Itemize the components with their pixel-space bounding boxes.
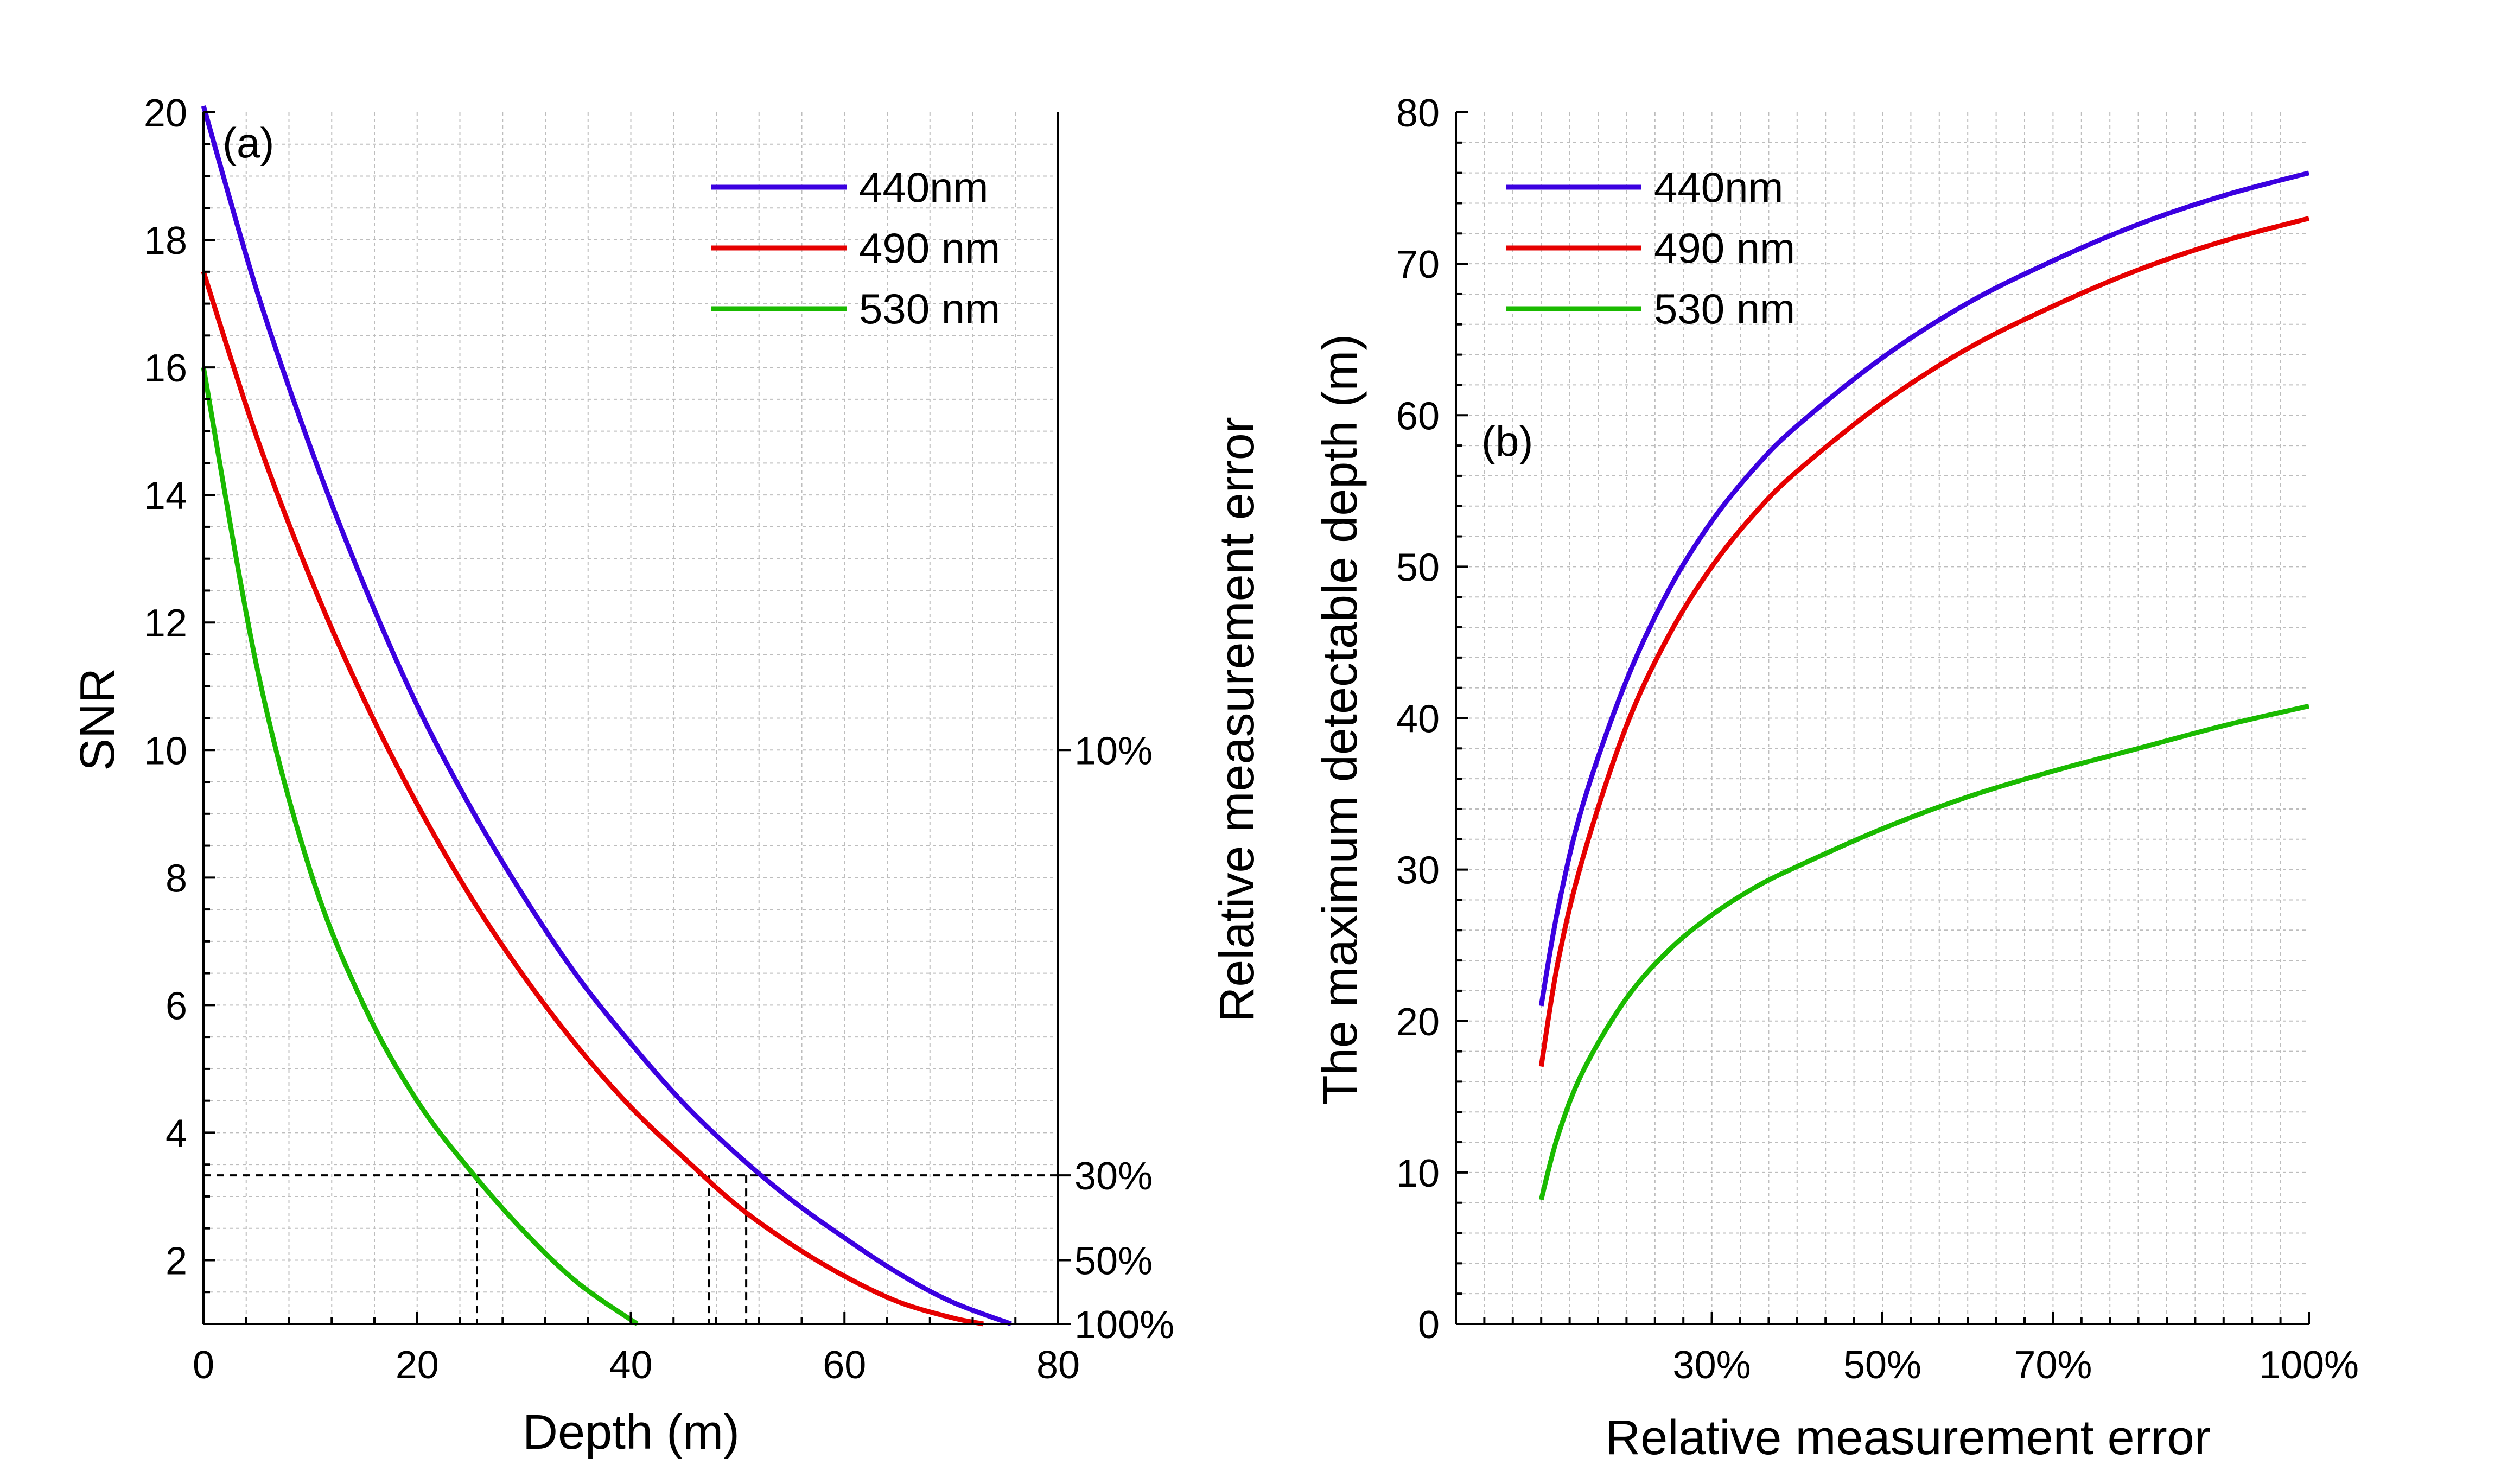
panel-a-x-tick-label: 80 — [1036, 1343, 1080, 1387]
panel-b-label: (b) — [1481, 417, 1533, 465]
panel-a-right-tick-label: 30% — [1074, 1155, 1153, 1198]
panel-b-series-line — [1538, 170, 2310, 1007]
panel-b-series-line — [1538, 703, 2310, 1201]
panel-b-series-line — [1538, 216, 2310, 1067]
panel-b-legend: 440nm 490 nm 530 nm — [1506, 163, 1795, 333]
panel-b-y-tick-label: 60 — [1396, 394, 1440, 438]
panel-a-series-line — [201, 105, 1012, 1327]
panel-b-y-tick-label: 70 — [1396, 243, 1440, 286]
panel-a-grid — [203, 112, 1058, 1324]
panel-b-x-tick-label: 70% — [2014, 1343, 2092, 1387]
panel-a-x-axis-label: Depth (m) — [523, 1405, 740, 1460]
panel-a-y-tick-label: 4 — [166, 1112, 187, 1155]
panel-a-chart: 2 4 6 8 10 12 14 16 18 20 0 20 40 60 80 10% 30% 50% 100% (… — [71, 92, 1264, 1460]
panel-a-y-axis-label: SNR — [71, 668, 125, 771]
panel-a-legend: 440nm 490 nm 530 nm — [711, 163, 1000, 333]
panel-a-x-tick-label: 0 — [193, 1343, 214, 1387]
panel-b-legend-label: 440nm — [1654, 163, 1784, 211]
panel-b-y-tick-label: 50 — [1396, 546, 1440, 589]
panel-a-x-tick-label: 20 — [396, 1343, 439, 1387]
panel-a-series-line — [201, 271, 984, 1327]
panel-a-y-tick-label: 2 — [166, 1239, 187, 1283]
panel-a-y-tick-label: 14 — [144, 474, 187, 518]
panel-b-x-axis-label: Relative measurement error — [1605, 1411, 2210, 1465]
panel-a-series — [201, 105, 1012, 1327]
panel-b-x-tick-label: 100% — [2259, 1343, 2359, 1387]
panel-a-series-line — [201, 367, 639, 1326]
panel-b-legend-label: 490 nm — [1654, 224, 1795, 272]
panel-a-x-tick-label: 40 — [609, 1343, 652, 1387]
panel-b-grid — [1456, 112, 2309, 1324]
panel-b-y-tick-label: 20 — [1396, 1001, 1440, 1044]
panel-a-right-tick-label: 100% — [1074, 1303, 1174, 1347]
panel-a-right-tick-label: 10% — [1074, 729, 1153, 773]
panel-b-y-tick-label: 30 — [1396, 849, 1440, 893]
panel-b-tick-labels: 0 10 20 30 40 50 60 70 80 30% 50% 70% 100% — [1396, 92, 2359, 1387]
panel-b-chart: 0 10 20 30 40 50 60 70 80 30% 50% 70% 100% (b) Relat… — [1313, 92, 2359, 1465]
panel-a-legend-label: 440nm — [859, 163, 989, 211]
panel-a-right-tick-label: 50% — [1074, 1239, 1153, 1283]
panel-a-label: (a) — [222, 119, 274, 167]
panel-a-right-axis-label: Relative measurement error — [1210, 417, 1264, 1022]
panel-a-legend-label: 490 nm — [859, 224, 1000, 272]
panel-a-tick-labels: 2 4 6 8 10 12 14 16 18 20 0 20 40 60 80 10% 30% 50% 100% — [144, 92, 1174, 1387]
panel-a-y-tick-label: 20 — [144, 92, 187, 135]
panel-a-y-tick-label: 18 — [144, 219, 187, 263]
panel-a-axes — [202, 111, 1071, 1325]
panel-a-x-tick-label: 60 — [823, 1343, 866, 1387]
panel-a-y-tick-label: 16 — [144, 347, 187, 390]
panel-b-legend-label: 530 nm — [1654, 285, 1795, 333]
panel-b-x-tick-label: 50% — [1843, 1343, 1921, 1387]
panel-b-axes — [1455, 111, 2310, 1325]
panel-b-y-tick-label: 10 — [1396, 1152, 1440, 1195]
panel-b-y-tick-label: 0 — [1418, 1303, 1440, 1347]
panel-b-y-tick-label: 40 — [1396, 698, 1440, 741]
panel-b-series — [1538, 170, 2310, 1201]
panel-a-legend-label: 530 nm — [859, 285, 1000, 333]
panel-a-reference-lines — [203, 1174, 1058, 1324]
panel-b-y-axis-label: The maximum detectable depth (m) — [1313, 334, 1367, 1105]
panel-b-y-tick-label: 80 — [1396, 92, 1440, 135]
panel-a-y-tick-label: 8 — [166, 857, 187, 900]
panel-a-y-tick-label: 10 — [144, 729, 187, 773]
panel-b-x-tick-label: 30% — [1673, 1343, 1751, 1387]
panel-a-y-tick-label: 6 — [166, 984, 187, 1028]
panel-a-y-tick-label: 12 — [144, 602, 187, 645]
